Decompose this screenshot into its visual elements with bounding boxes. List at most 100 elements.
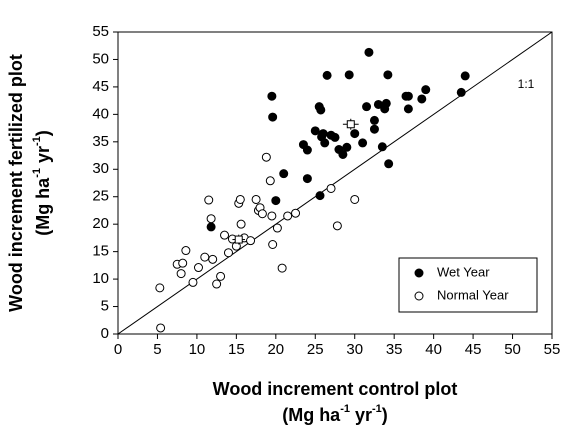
point [208,254,218,264]
x-tick-label: 5 [153,341,161,358]
y-tick-label: 50 [92,50,109,67]
x-tick-label: 20 [267,341,284,358]
point [216,271,226,281]
point [417,94,427,104]
point [188,277,198,287]
point [338,149,348,159]
point [302,145,312,155]
legend-marker [414,268,424,278]
point [283,211,293,221]
point [265,176,275,186]
x-tick-label: 35 [386,341,403,358]
x-tick-label: 50 [504,341,521,358]
point [156,323,166,333]
point [384,159,394,169]
point [315,191,325,201]
point [277,263,287,273]
y-tick-label: 35 [92,133,109,150]
point [268,112,278,122]
point [350,194,360,204]
point [344,70,354,80]
y-axis-label: Wood increment fertilized plot [6,54,26,312]
point [271,196,281,206]
point [251,194,261,204]
point [206,222,216,232]
y-axis-label-units-group: (Mg ha-1 yr-1) [31,130,53,236]
x-tick-label: 30 [346,341,363,358]
x-tick-label: 10 [189,341,206,358]
annotation: 1:1 [518,77,535,91]
point [200,252,210,262]
point [364,47,374,57]
point [421,85,431,95]
x-axis-label: Wood increment control plot [213,379,458,399]
y-tick-label: 25 [92,188,109,205]
point [342,142,352,152]
point [204,195,214,205]
mean-point [234,235,243,244]
y-tick-label: 55 [92,23,109,40]
point [369,115,379,125]
point [350,129,360,139]
point [257,209,267,219]
legend-box [398,257,538,313]
point [456,87,466,97]
point [268,239,278,249]
point [316,105,326,115]
point [326,183,336,193]
point [291,208,301,218]
point [220,230,230,240]
point [267,211,277,221]
y-tick-label: 10 [92,270,109,287]
y-tick-label: 40 [92,105,109,122]
point [332,221,342,231]
x-tick-label: 45 [465,341,482,358]
point [235,194,245,204]
point [310,126,320,136]
y-axis-label-group: Wood increment fertilized plot [6,54,26,312]
point [377,142,387,152]
point [178,258,188,268]
plot-frame [117,31,553,335]
y-tick-label: 5 [101,298,109,315]
point [261,152,271,162]
point [460,71,470,81]
y-tick-label: 15 [92,243,109,260]
point [176,269,186,279]
x-tick-label: 15 [228,341,245,358]
point [236,219,246,229]
point [330,132,340,142]
x-tick-label: 25 [307,341,324,358]
point [403,104,413,114]
legend-label: Wet Year [437,264,490,279]
point [155,283,165,293]
y-tick-label: 20 [92,215,109,232]
point [181,246,191,256]
point [267,91,277,101]
point [246,236,256,246]
point [317,132,327,142]
x-tick-label: 55 [544,341,561,358]
y-tick-label: 30 [92,160,109,177]
legend-label: Normal Year [437,287,509,302]
point [193,263,203,273]
y-tick-label: 0 [101,325,109,342]
y-tick-label: 45 [92,78,109,95]
legend-marker [414,291,424,301]
point [206,214,216,224]
point [403,91,413,101]
point [223,248,233,258]
y-axis-label-units: (Mg ha-1 yr-1) [31,130,53,236]
point [383,70,393,80]
x-tick-label: 0 [114,341,122,358]
point [362,102,372,112]
point [272,223,282,233]
point [369,124,379,134]
point [212,279,222,289]
mean-point [346,120,355,129]
point [279,169,289,179]
point [381,98,391,108]
point [358,138,368,148]
x-tick-label: 40 [425,341,442,358]
